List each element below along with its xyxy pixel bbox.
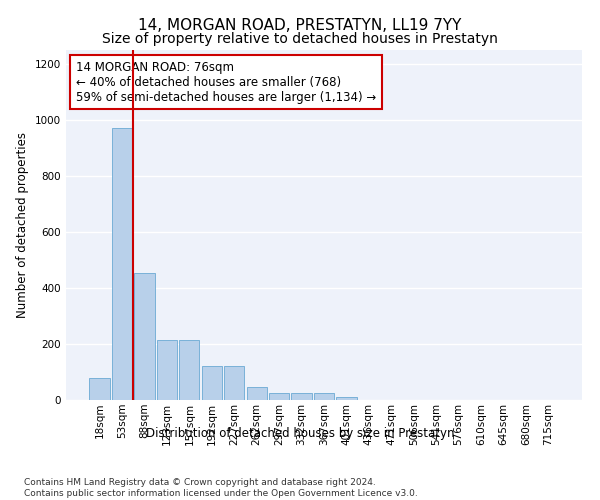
Text: Size of property relative to detached houses in Prestatyn: Size of property relative to detached ho… bbox=[102, 32, 498, 46]
Bar bbox=[112, 128, 132, 400]
Bar bbox=[179, 340, 199, 400]
Text: 14, MORGAN ROAD, PRESTATYN, LL19 7YY: 14, MORGAN ROAD, PRESTATYN, LL19 7YY bbox=[139, 18, 461, 32]
Bar bbox=[202, 366, 222, 400]
Text: Contains HM Land Registry data © Crown copyright and database right 2024.
Contai: Contains HM Land Registry data © Crown c… bbox=[24, 478, 418, 498]
Bar bbox=[292, 393, 311, 400]
Bar bbox=[157, 340, 177, 400]
Y-axis label: Number of detached properties: Number of detached properties bbox=[16, 132, 29, 318]
Text: 14 MORGAN ROAD: 76sqm
← 40% of detached houses are smaller (768)
59% of semi-det: 14 MORGAN ROAD: 76sqm ← 40% of detached … bbox=[76, 60, 377, 104]
Bar bbox=[224, 366, 244, 400]
Bar bbox=[134, 272, 155, 400]
Bar bbox=[269, 393, 289, 400]
Bar bbox=[89, 378, 110, 400]
Bar bbox=[314, 393, 334, 400]
Bar bbox=[247, 386, 267, 400]
Bar bbox=[337, 397, 356, 400]
Text: Distribution of detached houses by size in Prestatyn: Distribution of detached houses by size … bbox=[146, 428, 454, 440]
